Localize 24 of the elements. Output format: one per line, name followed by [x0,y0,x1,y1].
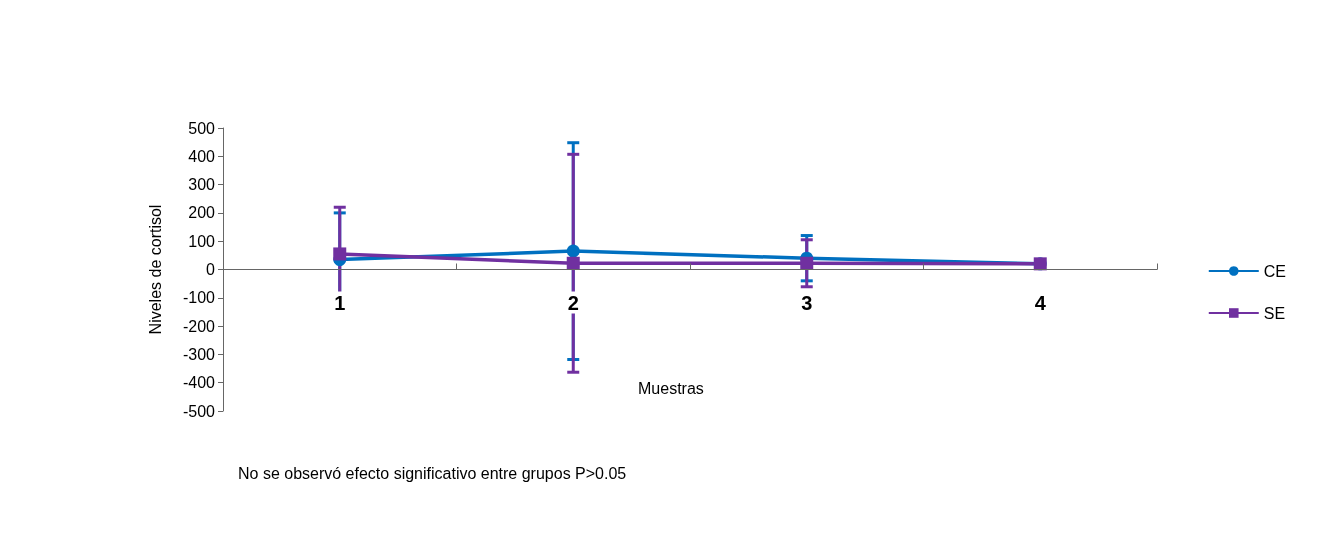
x-axis-title: Muestras [638,379,704,397]
y-tick-label: 400 [188,147,216,165]
y-tick-label: 500 [188,119,216,137]
y-tick-label: -500 [182,402,216,420]
point [566,244,580,258]
y-tick-label: 300 [188,176,216,194]
y-tick-label: -200 [182,317,216,335]
point [566,256,580,270]
y-tick-label: 0 [206,261,216,278]
x-tick-label: 3 [801,291,813,314]
x-tick-label: 2 [567,291,579,314]
x-tick-label: 1 [334,291,346,314]
legend-label: CE [1263,262,1287,280]
y-tick-label: -300 [182,345,216,363]
y-tick-label: 100 [188,232,216,250]
x-tick-label: 4 [1034,291,1047,314]
point [333,247,347,261]
point [800,256,814,270]
text: No se observó efecto significativo entre grupos P>0.05 [238,464,627,482]
y-axis-title: Niveles de cortisol [146,204,164,335]
legend-label: SE [1263,304,1286,322]
y-tick-label: -400 [182,374,216,392]
y-tick-label: 200 [188,204,216,222]
y-tick-label: -100 [182,289,216,307]
